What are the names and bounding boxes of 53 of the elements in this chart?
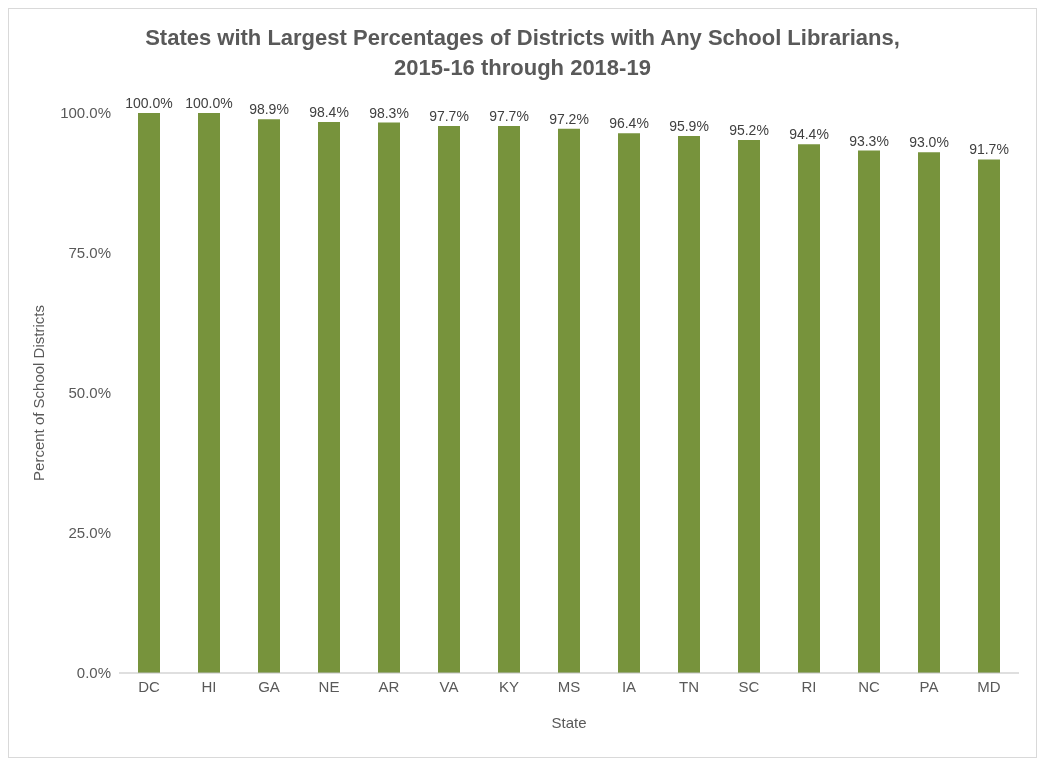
x-tick-label: MD: [977, 677, 1001, 695]
x-tick-label: HI: [201, 677, 217, 695]
x-axis-title: State: [551, 714, 587, 731]
bar: [798, 144, 820, 673]
data-label: 98.3%: [369, 104, 409, 121]
data-label: 98.9%: [249, 101, 289, 118]
x-tick-label: MS: [557, 677, 581, 695]
data-label: 95.2%: [729, 121, 769, 138]
bar: [978, 159, 1000, 673]
data-label: 94.4%: [789, 126, 829, 143]
bar: [258, 119, 280, 673]
bar: [198, 113, 220, 673]
x-tick-label: TN: [679, 677, 699, 695]
x-tick-label: DC: [138, 677, 160, 695]
bar: [138, 113, 160, 673]
y-tick-label: 75.0%: [68, 244, 111, 262]
data-label: 96.4%: [609, 115, 649, 132]
bar: [378, 122, 400, 673]
y-tick-label: 100.0%: [60, 104, 111, 122]
y-tick-label: 50.0%: [68, 384, 111, 402]
data-label: 91.7%: [969, 141, 1009, 158]
bar: [858, 150, 880, 673]
y-axis-title: Percent of School Districts: [30, 305, 48, 481]
bar: [918, 152, 940, 673]
x-tick-label: KY: [498, 677, 520, 695]
bar: [618, 133, 640, 673]
chart-title: States with Largest Percentages of Districts with Any School Librarians, 2015-16 through 2018-19: [144, 24, 901, 82]
data-label: 97.7%: [429, 107, 469, 124]
bar: [558, 128, 580, 673]
x-tick-label: NC: [858, 677, 880, 695]
x-tick-label: VA: [439, 677, 459, 695]
x-tick-label: NE: [318, 677, 340, 695]
bar: [738, 139, 760, 673]
y-tick-label: 25.0%: [68, 524, 111, 542]
data-label: 97.2%: [549, 110, 589, 127]
y-tick-label: 0.0%: [76, 664, 111, 682]
x-tick-label: IA: [621, 677, 637, 695]
data-label: 93.0%: [909, 134, 949, 151]
data-label: 100.0%: [185, 95, 233, 111]
data-label: 95.9%: [669, 117, 709, 134]
bar: [498, 125, 520, 673]
data-label: 98.4%: [309, 103, 349, 120]
x-tick-label: GA: [258, 677, 280, 695]
bar: [438, 125, 460, 673]
x-tick-label: AR: [378, 677, 400, 695]
data-label: 100.0%: [125, 95, 173, 111]
data-label: 93.3%: [849, 132, 889, 149]
bar: [678, 135, 700, 673]
x-tick-label: RI: [801, 677, 817, 695]
data-label: 97.7%: [489, 107, 529, 124]
x-tick-label: SC: [738, 677, 760, 695]
bar: [318, 121, 340, 673]
x-tick-label: PA: [919, 677, 939, 695]
